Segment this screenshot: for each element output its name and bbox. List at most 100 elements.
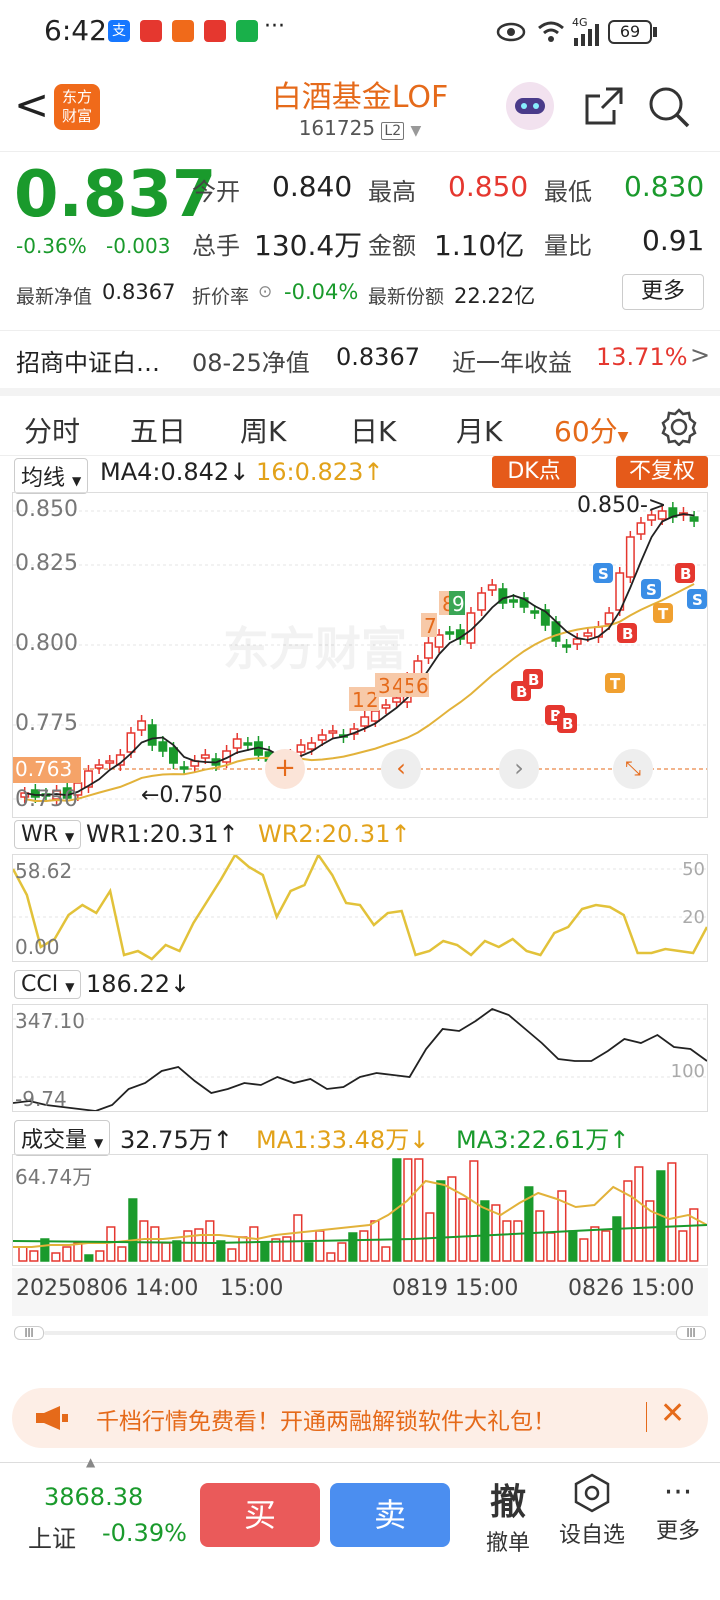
dk-button[interactable]: DK点 [492, 456, 576, 488]
robot-assistant-icon[interactable] [506, 82, 554, 130]
high-label: 最高 [368, 178, 416, 206]
volume-bar [282, 1236, 292, 1262]
buy-button[interactable]: 买 [200, 1483, 320, 1547]
volume-bar [436, 1180, 446, 1262]
volume-top-label: 64.74万 [15, 1165, 93, 1189]
wr-selector[interactable]: WR ▼ [14, 820, 82, 849]
open-value: 0.840 [272, 170, 353, 203]
search-icon[interactable] [648, 86, 690, 128]
fq-button[interactable]: 不复权 [616, 456, 708, 488]
volume-bar [348, 1232, 358, 1262]
nav-date-label: 08-25净值 [192, 349, 310, 377]
svg-text:S: S [598, 565, 609, 583]
cci-selector[interactable]: CCI ▼ [14, 970, 82, 999]
svg-text:B: B [562, 715, 573, 733]
volume-bar [524, 1186, 534, 1262]
more-dots-icon: ··· [663, 1475, 693, 1510]
volume-ma1-line [13, 1179, 707, 1248]
promo-banner[interactable]: 千档行情免费看！开通两融解锁软件大礼包！ ✕ [12, 1388, 708, 1448]
svg-text:9: 9 [452, 592, 465, 616]
volume-bar [601, 1230, 611, 1262]
gear-icon[interactable] [660, 408, 698, 446]
high-value: 0.850 [448, 170, 529, 203]
volume-label: 总手 [192, 232, 240, 260]
trade-signal: T [605, 673, 625, 693]
cci-chart: 347.10 -9.74 100 [12, 1004, 708, 1112]
y-label: 0.825 [15, 551, 78, 576]
candle [583, 632, 593, 637]
candle [466, 612, 476, 644]
page-title: 白酒基金LOF [271, 80, 449, 115]
volume-bar [634, 1166, 644, 1262]
chevron-right-icon[interactable]: › [499, 749, 539, 789]
back-button[interactable]: < [14, 80, 50, 129]
candle [392, 697, 402, 703]
caret-up-icon[interactable]: ▲ [86, 1455, 96, 1469]
fund-code-row: 161725 L2 ▼ [260, 116, 460, 140]
tab-monthly[interactable]: 月K [456, 415, 503, 448]
share-icon[interactable] [584, 86, 624, 126]
wr1-value: WR1:20.31↑ [86, 820, 239, 848]
sell-button[interactable]: 卖 [330, 1483, 450, 1547]
candle [636, 522, 646, 535]
year-return-label: 近一年收益 [452, 349, 572, 377]
trade-signal: B [523, 669, 543, 689]
scroll-handle-left[interactable]: ||| [14, 1326, 44, 1340]
shares-value: 22.22亿 [454, 284, 536, 308]
cci-bottom-label: -9.74 [15, 1087, 67, 1111]
volume-bar [249, 1226, 259, 1262]
bottom-bar: ▲ 3868.38 上证 -0.39% 买 卖 撤 撤单 设自选 ··· 更多 [0, 1455, 720, 1600]
candle [487, 584, 497, 591]
volume-bar [535, 1210, 545, 1262]
tab-weekly[interactable]: 周K [240, 415, 287, 448]
counter-label: 9 [449, 591, 465, 616]
volume-ma1: MA1:33.48万↓ [256, 1126, 430, 1154]
candle [498, 588, 508, 604]
ratio-value: 0.91 [642, 224, 705, 257]
volume-selector[interactable]: 成交量 ▼ [14, 1120, 111, 1156]
y-label: 0.850 [15, 497, 78, 522]
tab-60min[interactable]: 60分▼ [554, 415, 629, 448]
wr-chart: 58.62 0.00 50 20 [12, 854, 708, 962]
add-watchlist-label: 设自选 [558, 1523, 625, 1548]
svg-text:B: B [516, 683, 527, 701]
candle [604, 612, 614, 625]
more-button[interactable]: 更多 [622, 274, 704, 310]
zoom-in-button[interactable]: + [265, 749, 305, 789]
period-tabs: 分时 五日 周K 日K 月K 60分▼ [0, 388, 720, 456]
svg-text:B: B [550, 707, 561, 725]
volume-bar [205, 1220, 215, 1262]
chart-scrollbar[interactable]: ||| ||| [14, 1326, 706, 1340]
volume-bar [447, 1176, 457, 1262]
revoke-button[interactable]: 撤 撤单 [476, 1473, 540, 1557]
index-change: -0.39% [102, 1519, 187, 1547]
fund-nav-row[interactable]: 招商中证白… 08-25净值 0.8367 近一年收益 13.71% > [0, 330, 720, 387]
svg-text:1: 1 [352, 688, 365, 712]
candle [381, 704, 391, 709]
amount-label: 金额 [368, 232, 416, 260]
trade-signal: B [617, 623, 637, 643]
status-bar: 6:42 支 ··· 4G 69 [0, 0, 720, 66]
low-label: 最低 [544, 178, 592, 206]
fullscreen-icon[interactable]: ⤡ [613, 749, 653, 789]
svg-text:7: 7 [424, 614, 437, 638]
volume-bar [150, 1226, 160, 1262]
tab-intraday[interactable]: 分时 [24, 415, 81, 448]
close-icon[interactable]: ✕ [660, 1396, 686, 1431]
ma-selector[interactable]: 均线 ▼ [14, 458, 89, 494]
svg-text:S: S [646, 581, 657, 599]
tab-daily[interactable]: 日K [350, 415, 397, 448]
candle [62, 787, 72, 799]
info-icon[interactable]: ⊙ [258, 282, 273, 302]
battery-icon: 69 [608, 20, 652, 44]
volume-bar [227, 1248, 237, 1262]
more-menu-button[interactable]: ··· 更多 [646, 1473, 710, 1545]
tab-five-day[interactable]: 五日 [130, 415, 187, 448]
chevron-left-icon[interactable]: ‹ [381, 749, 421, 789]
add-watchlist-button[interactable]: 设自选 [552, 1473, 632, 1549]
scroll-handle-right[interactable]: ||| [676, 1326, 706, 1340]
index-name: 上证 [28, 1525, 76, 1553]
chevron-down-icon[interactable]: ▼ [410, 123, 422, 139]
